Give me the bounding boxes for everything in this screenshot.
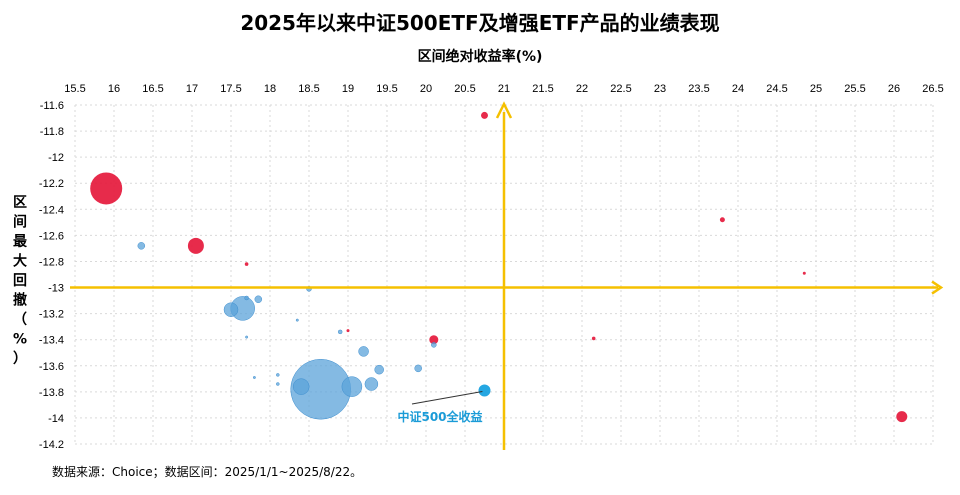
y-tick-label: -13.4 <box>39 335 64 347</box>
x-tick-label: 25 <box>810 83 822 95</box>
index-etf-point <box>254 295 263 304</box>
y-axis-label-char: 最 <box>13 233 28 250</box>
y-tick-label: -12.8 <box>39 256 64 268</box>
y-tick-label: -12.6 <box>39 230 64 242</box>
x-tick-label: 20.5 <box>454 83 475 95</box>
index-etf-point <box>358 346 369 357</box>
x-tick-label: 26.5 <box>922 83 943 95</box>
enhanced-etf-point <box>802 271 806 275</box>
x-tick-label: 23.5 <box>688 83 709 95</box>
x-tick-label: 19.5 <box>376 83 397 95</box>
y-axis-label-char: 大 <box>13 253 27 270</box>
x-tick-label: 24.5 <box>766 83 787 95</box>
y-tick-label: -14.2 <box>39 439 64 451</box>
x-tick-label: 21.5 <box>532 83 553 95</box>
enhanced-etf-point <box>591 336 596 341</box>
enhanced-etf-point <box>90 172 123 205</box>
x-tick-label: 23 <box>654 83 666 95</box>
index-etf-point <box>292 378 310 395</box>
x-tick-label: 17 <box>186 83 198 95</box>
horizontal-arrow-head <box>931 280 944 295</box>
x-tick-label: 16.5 <box>142 83 163 95</box>
index-etf-point <box>295 318 299 322</box>
index-etf-point <box>276 373 280 377</box>
index-etf-point <box>414 364 422 373</box>
x-tick-label: 22.5 <box>610 83 631 95</box>
index-etf-point <box>245 335 249 339</box>
index-etf-point <box>337 329 343 335</box>
x-tick-label: 18.5 <box>298 83 319 95</box>
crosshair-axes <box>70 101 944 450</box>
index-etf-point <box>364 377 379 391</box>
enhanced-etf-point <box>481 111 488 119</box>
y-tick-label: -12.4 <box>39 204 64 216</box>
x-tick-label: 17.5 <box>220 83 241 95</box>
y-axis-label-char: ） <box>13 351 27 367</box>
y-tick-label: -12 <box>48 152 64 164</box>
index-etf-point <box>223 302 239 317</box>
y-axis-label-char: 撤 <box>13 292 27 309</box>
chart-title: 2025年以来中证500ETF及增强ETF产品的业绩表现 <box>240 11 719 35</box>
y-tick-label: -14 <box>48 413 64 425</box>
x-tick-label: 20 <box>420 83 432 95</box>
annotation: 中证500全收益 <box>397 391 483 424</box>
x-tick-label: 21 <box>498 83 510 95</box>
y-tick-label: -13.8 <box>39 387 64 399</box>
enhanced-etf-point <box>719 217 725 223</box>
x-tick-label: 19 <box>342 83 354 95</box>
x-tick-label: 25.5 <box>844 83 865 95</box>
x-tick-label: 24 <box>732 83 744 95</box>
enhanced-etf-point <box>429 335 439 345</box>
benchmark-point <box>478 384 491 397</box>
data-points <box>90 111 908 423</box>
y-tick-label: -13.2 <box>39 309 64 321</box>
x-tick-label: 26 <box>888 83 900 95</box>
x-tick-labels: 15.5 16 16.5 17 17.5 18 18.5 19 19.5 20 20.5 21 21.5… <box>64 83 943 95</box>
y-tick-label: -11.8 <box>40 126 64 138</box>
y-tick-label: -13.6 <box>39 361 64 373</box>
x-tick-label: 18 <box>264 83 276 95</box>
y-axis-label-char: 回 <box>13 273 27 289</box>
x-tick-label: 22 <box>576 83 588 95</box>
index-etf-point <box>341 376 363 397</box>
annotation-text: 中证500全收益 <box>397 409 482 424</box>
index-etf-point <box>137 242 146 250</box>
y-tick-label: -13 <box>48 283 64 295</box>
source-note: 数据来源：Choice；数据区间：2025/1/1~2025/8/22。 <box>52 464 362 479</box>
annotation-leader-line <box>411 391 483 405</box>
y-axis-label-char: （ <box>13 312 27 328</box>
y-axis-label-char: 间 <box>13 214 27 231</box>
x-tick-label: 16 <box>108 83 120 95</box>
vertical-arrow-head <box>495 101 513 119</box>
enhanced-etf-point <box>346 329 350 333</box>
index-etf-point <box>252 376 256 379</box>
x-tick-label: 15.5 <box>64 83 85 95</box>
y-tick-labels: -11.6 -11.8 -12 -12.2 -12.4 -12.6 -12.8 -13 -13.… <box>39 100 64 451</box>
y-axis-label-char: 区 <box>13 195 27 211</box>
y-axis-label-char: % <box>13 332 27 348</box>
enhanced-etf-point <box>896 411 908 423</box>
index-etf-point <box>431 342 437 348</box>
x-axis-label: 区间绝对收益率(%) <box>418 48 543 65</box>
y-tick-label: -12.2 <box>39 178 64 190</box>
index-etf-point <box>374 364 384 375</box>
y-tick-label: -11.6 <box>40 100 64 112</box>
index-etf-point <box>244 295 249 301</box>
enhanced-etf-point <box>244 262 249 266</box>
index-etf-point <box>276 382 280 386</box>
enhanced-etf-point <box>187 237 204 254</box>
